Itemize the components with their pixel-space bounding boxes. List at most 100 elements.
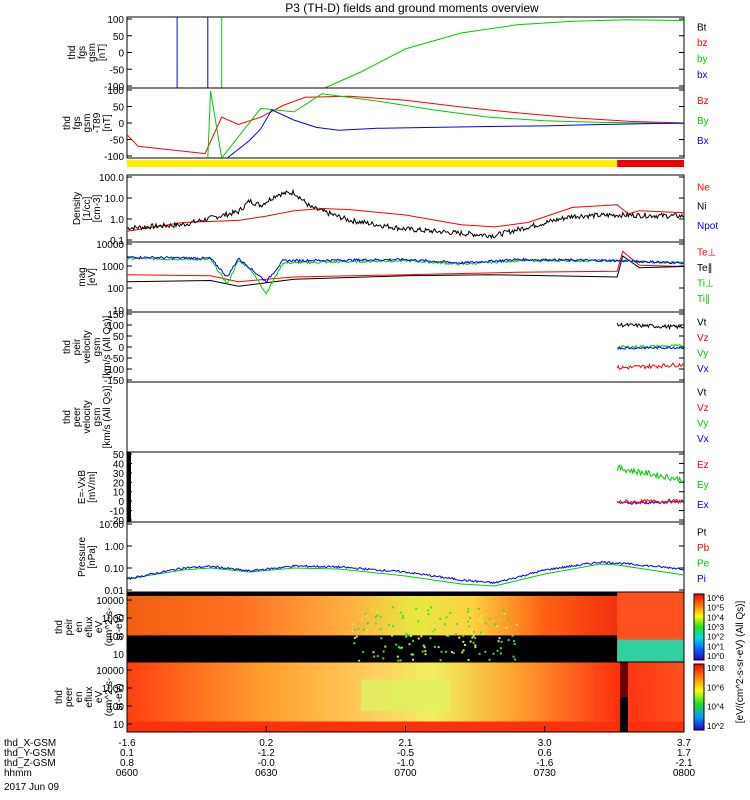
y-axis-label-line: [cm-3] [92, 194, 103, 222]
series-Te [127, 250, 684, 283]
panel-frame [126, 521, 685, 593]
y-axis-label-line: thd [67, 46, 78, 60]
legend-bz: bz [697, 38, 708, 49]
spectrogram-speck [507, 639, 510, 642]
y-axis-label-line: thd [54, 620, 65, 634]
y-axis-label-line: fgs [72, 116, 83, 129]
legend-Ti⊥: Ti⊥ [697, 278, 714, 289]
spectrogram-speck [452, 652, 455, 655]
y-axis-label: thdpeerenefluxeV(cm^2-s-sr-eV) [54, 678, 125, 717]
x-row-value: 0.8 [120, 758, 134, 769]
spectrogram-speck [391, 606, 394, 609]
y-axis-label-line: [eV] [87, 268, 98, 286]
x-row-value: -0.5 [397, 748, 415, 759]
spectrogram-speck [412, 639, 415, 642]
data-gap-bar [127, 452, 131, 522]
x-row-value: 0.6 [538, 748, 552, 759]
spectrogram-speck [404, 607, 407, 610]
spectrogram-speck [379, 628, 382, 631]
y-tick-label: 100 [107, 15, 124, 26]
y-axis-label-line: gsm [92, 408, 103, 427]
y-axis-label-line: thd [62, 340, 73, 354]
spectrogram-speck [425, 608, 428, 611]
spectrogram-gap [619, 697, 628, 732]
spectrogram-speck [500, 640, 503, 643]
spectrogram-speck [470, 632, 473, 635]
spectrogram-speck [455, 622, 458, 625]
colorbar-tick: 10^6 [707, 683, 725, 692]
panel-frame [126, 311, 685, 383]
spectrogram-speck [399, 646, 402, 649]
y-tick-label: 150 [107, 310, 124, 321]
y-axis-label-line: eflux [84, 686, 95, 707]
spectrogram-speck [449, 611, 452, 614]
spectrogram-speck [395, 643, 398, 646]
y-axis-label-line: en [74, 621, 85, 632]
x-row-label: hhmm [4, 768, 32, 779]
spectrogram-speck [380, 637, 383, 640]
spectrogram-speck [462, 634, 465, 637]
legend-bx: bx [697, 70, 708, 81]
colorbar-tick: 10^6 [707, 594, 725, 603]
spectrogram-speck [479, 617, 482, 620]
y-tick-label: 50 [113, 32, 125, 43]
plot-title: P3 (TH-D) fields and ground moments over… [285, 1, 539, 15]
legend-Bx: Bx [697, 136, 709, 147]
legend-Vy: Vy [697, 348, 708, 359]
x-row-value: 1.7 [677, 748, 691, 759]
legend-Pe: Pe [697, 558, 710, 569]
spectrogram-speck [502, 609, 505, 612]
y-tick-label: 100 [107, 284, 124, 295]
spectrogram-speck [357, 627, 360, 630]
spectrogram-speck [431, 631, 434, 634]
series-Bz [127, 95, 684, 155]
spectrogram-speck [429, 637, 432, 640]
y-tick-label: 0 [118, 343, 124, 354]
legend-Vz: Vz [697, 333, 709, 344]
spectrogram-speck [421, 650, 424, 653]
y-tick-label: 10.00 [99, 520, 124, 531]
spectrogram-speck [499, 652, 502, 655]
x-row-label: thd_Y-GSM [4, 748, 55, 759]
spectrogram-peir-en-eflux: 10000 1000 100 10 thdpeirenefluxeV(cm^2-s-sr… [54, 591, 725, 663]
spectrogram-speck [396, 630, 399, 633]
y-tick-label: 20 [113, 478, 125, 489]
colorbar-tick: 10^4 [707, 703, 725, 712]
panel-peir-velocity: 150100500-50-100-150thdpeirvelocitygsm[k… [62, 310, 709, 387]
y-tick-label: -100 [104, 365, 124, 376]
y-tick-label: -100 [104, 152, 124, 163]
x-row-value: 0630 [255, 768, 278, 779]
spectrogram-speck [391, 624, 394, 627]
spectrogram-speck [445, 650, 448, 653]
panel-peer-velocity: thdpeervelocitygsm[km/s (All Qs)] Vt Vz Vy V… [62, 381, 709, 453]
y-axis-label-line: [1/cc] [82, 196, 93, 220]
spectrogram-speck [374, 616, 377, 619]
spectrogram-speck [362, 650, 365, 653]
spectrogram-speck [351, 629, 354, 632]
y-axis-label: thdpeirenefluxeV(cm^2-s-sr-eV) [54, 608, 125, 647]
y-tick-label: 50 [113, 450, 125, 461]
spectrogram-speck [497, 640, 500, 643]
spectrogram-speck [379, 615, 382, 618]
spectrogram-speck [427, 613, 430, 616]
series-by-2 [324, 19, 684, 88]
x-row-value: 2.1 [399, 738, 413, 749]
y-tick-label: 0.1 [110, 236, 124, 247]
y-tick-label: -50 [110, 136, 125, 147]
legend-Ez: Ez [697, 460, 709, 471]
spectrogram-speck [422, 644, 425, 647]
panel-frame [126, 16, 685, 89]
spectrogram-speck [467, 658, 470, 661]
spectrogram-speck [405, 632, 408, 635]
legend-Te∥: Te∥ [697, 263, 713, 274]
spectrogram-speck [454, 614, 457, 617]
spectrogram-speck [360, 618, 363, 621]
y-axis-label-line: gsm [82, 114, 93, 133]
y-tick-label: 0.01 [105, 586, 125, 597]
y-axis-label: E=-VxB[mV/m] [77, 470, 98, 505]
colorbar-label: [eV/(cm^2-s-sr-eV) (All Qs)] [735, 601, 746, 724]
series-Tb [127, 255, 684, 284]
spectrogram-speck [397, 646, 400, 649]
series-Bx [226, 109, 684, 158]
